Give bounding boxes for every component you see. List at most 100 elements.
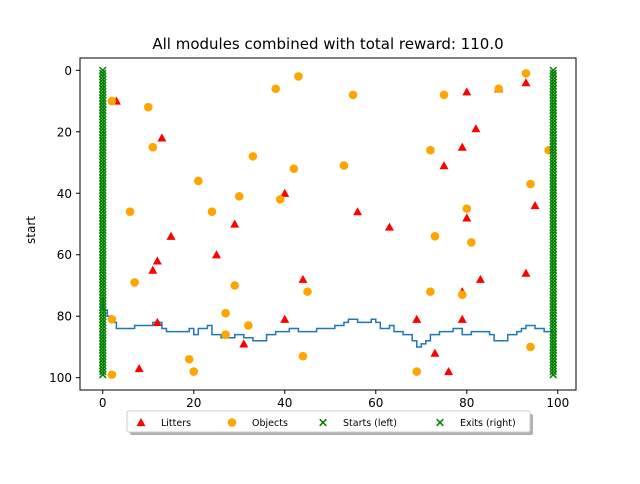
- x-tick-label: 80: [459, 396, 474, 410]
- starts-left-point: [98, 300, 107, 308]
- legend-box: [126, 410, 531, 433]
- starts-left-point: [98, 287, 107, 296]
- exits-right-point: [549, 158, 558, 167]
- exits-right-point: [549, 250, 558, 259]
- exits-right-point: [549, 186, 558, 195]
- objects-point: [184, 354, 194, 364]
- starts-left-point: [98, 312, 107, 321]
- starts-left-point: [98, 121, 107, 130]
- exits-right-point: [549, 210, 558, 219]
- exits-right-point: [549, 131, 558, 139]
- objects-point: [426, 287, 435, 296]
- starts-left-point: [98, 204, 107, 213]
- exits-right-point: [549, 241, 558, 250]
- starts-left-point: [98, 134, 107, 142]
- starts-left-point: [98, 297, 107, 305]
- exits-right-point: [549, 260, 558, 268]
- exits-right-point: [549, 167, 558, 176]
- legend-marker-exits-right: [436, 418, 444, 427]
- litters-point: [280, 188, 290, 197]
- starts-left-point: [98, 180, 107, 188]
- exits-right-point: [549, 207, 558, 216]
- exits-right-point: [549, 143, 558, 151]
- exits-right-point: [549, 134, 558, 142]
- litters-point: [475, 274, 485, 283]
- y-tick-label: 100: [49, 371, 72, 385]
- starts-left-point: [98, 131, 107, 139]
- starts-left-point: [98, 284, 107, 293]
- starts-left-point: [98, 201, 107, 210]
- objects-point: [107, 96, 117, 106]
- litters-point: [239, 339, 249, 348]
- litters-point: [353, 207, 363, 216]
- starts-left-point: [98, 207, 107, 216]
- starts-left-point: [98, 330, 107, 339]
- starts-left-point: [98, 340, 107, 348]
- exits-right-point: [549, 263, 558, 271]
- objects-point: [521, 69, 531, 78]
- exits-right-point: [549, 195, 558, 204]
- exits-right-point: [549, 183, 558, 191]
- litters-point: [457, 314, 467, 323]
- exits-right-point: [549, 361, 558, 370]
- starts-left-point: [98, 118, 107, 127]
- starts-left-point: [98, 140, 107, 148]
- objects-point: [207, 207, 217, 217]
- exits-right-point: [549, 189, 558, 198]
- legend-label-starts-left: Starts (left): [343, 418, 397, 429]
- exits-right-point: [549, 293, 558, 302]
- litters-point: [384, 222, 394, 231]
- exits-right-point: [549, 124, 558, 133]
- exits-right-point: [549, 121, 558, 130]
- exits-right-point: [549, 103, 558, 112]
- exits-right-point: [549, 177, 558, 185]
- starts-left-point: [98, 183, 107, 191]
- exits-right-point: [549, 78, 558, 87]
- exits-right-point: [549, 84, 558, 93]
- y-axis-label: start: [24, 216, 38, 244]
- x-tick-label: 20: [186, 396, 201, 410]
- y-tick-label: 60: [57, 248, 72, 262]
- exits-right-point: [549, 118, 558, 127]
- objects-point: [457, 290, 467, 300]
- starts-left-point: [98, 66, 107, 75]
- exits-right-point: [549, 300, 558, 308]
- starts-left-point: [98, 343, 107, 351]
- y-tick-label: 0: [64, 64, 72, 78]
- starts-left-point: [98, 303, 107, 311]
- starts-left-point: [98, 106, 107, 115]
- starts-left-point: [98, 186, 107, 195]
- litters-point: [462, 87, 472, 96]
- starts-left-point: [98, 281, 107, 290]
- starts-left-point: [98, 327, 107, 336]
- starts-left-point: [98, 72, 107, 81]
- litters-point: [157, 133, 167, 142]
- starts-left-point: [98, 149, 107, 158]
- exits-right-point: [549, 214, 558, 222]
- chart-title: All modules combined with total reward: …: [152, 35, 503, 53]
- starts-left-point: [98, 189, 107, 198]
- exits-right-point: [549, 100, 558, 108]
- objects-point: [230, 281, 240, 290]
- exits-right-point: [549, 152, 558, 161]
- objects-point: [125, 207, 135, 217]
- starts-left-point: [98, 158, 107, 167]
- exits-right-point: [549, 352, 558, 361]
- exits-right-point: [549, 370, 558, 379]
- legend-label-objects: Objects: [252, 418, 288, 429]
- series-objects: [107, 69, 553, 379]
- exits-right-point: [549, 109, 558, 118]
- exits-right-point: [549, 75, 558, 84]
- starts-left-point: [98, 143, 107, 151]
- starts-left-point: [98, 137, 107, 145]
- legend: Litters Objects Starts (left) Exits (right): [126, 410, 533, 435]
- starts-left-point: [98, 269, 107, 278]
- y-tick-label: 40: [57, 187, 72, 201]
- exits-right-point: [549, 244, 558, 253]
- starts-left-point: [98, 263, 107, 271]
- starts-left-point: [98, 349, 107, 357]
- starts-left-point: [98, 97, 107, 105]
- starts-left-point: [98, 94, 107, 102]
- starts-left-point: [98, 333, 107, 342]
